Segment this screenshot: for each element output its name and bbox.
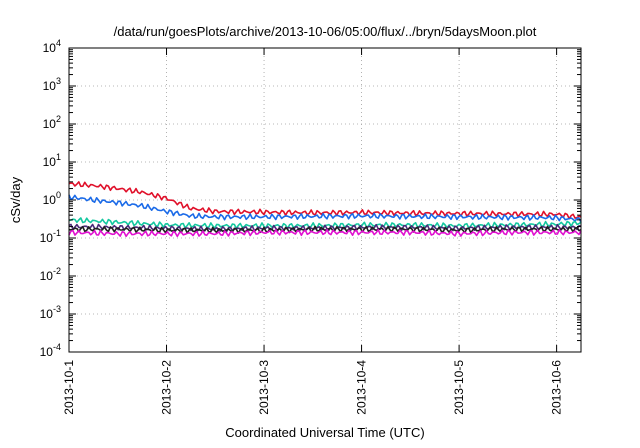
y-tick-exponent: 1 [56, 152, 61, 162]
y-tick-label: 102 [43, 114, 61, 131]
y-tick-exponent: -1 [53, 228, 61, 238]
y-tick-label: 10-2 [40, 266, 61, 283]
y-tick-label: 100 [43, 190, 61, 207]
series-line-5 [68, 225, 582, 234]
y-tick-base: 10 [43, 193, 57, 207]
x-axis-label: Coordinated Universal Time (UTC) [225, 425, 424, 440]
y-tick-exponent: -2 [53, 266, 61, 276]
series-line-2 [68, 194, 582, 223]
series-line-3 [68, 217, 582, 230]
x-tick-label: 2013-10-4 [355, 360, 369, 415]
y-tick-exponent: 2 [56, 114, 61, 124]
y-tick-base: 10 [40, 269, 54, 283]
y-tick-label: 103 [43, 76, 61, 93]
y-tick-base: 10 [40, 345, 54, 359]
chart-title: /data/run/goesPlots/archive/2013-10-06/0… [114, 24, 537, 39]
x-tick-label: 2013-10-2 [160, 360, 174, 415]
series-line-6 [68, 228, 582, 238]
y-tick-exponent: 3 [56, 76, 61, 86]
y-tick-base: 10 [40, 231, 54, 245]
y-tick-label: 10-1 [40, 228, 61, 245]
axis-ticks [68, 47, 581, 353]
series-line-1 [68, 181, 582, 220]
y-tick-base: 10 [43, 117, 57, 131]
y-tick-exponent: 4 [56, 38, 61, 48]
y-tick-base: 10 [43, 41, 57, 55]
x-tick-label: 2013-10-1 [62, 360, 76, 415]
plot-series [68, 181, 582, 238]
x-tick-label: 2013-10-6 [550, 360, 564, 415]
y-tick-base: 10 [43, 155, 57, 169]
y-tick-label: 10-3 [40, 304, 61, 321]
y-tick-base: 10 [40, 307, 54, 321]
x-tick-label: 2013-10-5 [452, 360, 466, 415]
y-axis-label: cSv/day [8, 176, 23, 223]
y-tick-exponent: -3 [53, 304, 61, 314]
y-tick-exponent: 0 [56, 190, 61, 200]
y-tick-base: 10 [43, 79, 57, 93]
y-tick-exponent: -4 [53, 342, 61, 352]
y-tick-label: 104 [43, 38, 61, 55]
grid [69, 48, 581, 352]
x-tick-labels: 2013-10-1 2013-10-2 2013-10-3 2013-10-4 2013… [62, 360, 564, 415]
y-tick-label: 10-4 [40, 342, 61, 359]
y-tick-label: 101 [43, 152, 61, 169]
x-tick-label: 2013-10-3 [257, 360, 271, 415]
